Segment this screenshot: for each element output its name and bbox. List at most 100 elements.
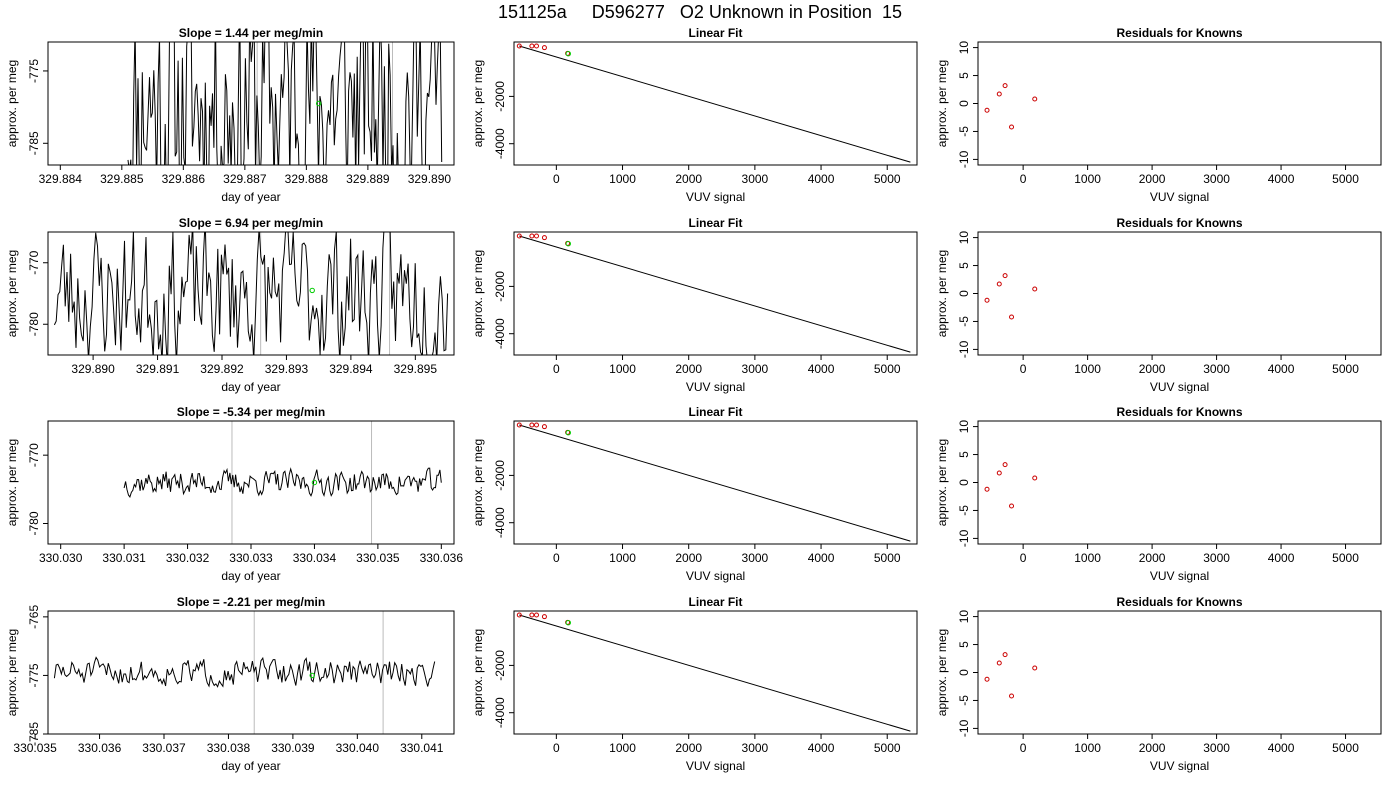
x-tick-label: 329.891	[136, 362, 180, 376]
x-tick-label: 330.036	[78, 741, 122, 755]
x-axis-label: day of year	[221, 759, 280, 773]
y-axis-label: approx. per meg	[935, 250, 949, 337]
panel-title: Slope = -2.21 per meg/min	[177, 595, 325, 609]
y-tick-label: -765	[27, 605, 41, 629]
known-point	[516, 233, 522, 239]
x-axis-label: VUV signal	[686, 380, 745, 394]
x-tick-label: 330.030	[39, 551, 83, 565]
residuals-panel: Residuals for Knowns VUV signal approx. pe…	[935, 26, 1382, 204]
y-tick-label: -780	[27, 511, 41, 535]
x-tick-label: 0	[1020, 741, 1027, 755]
x-tick-label: 2000	[1139, 741, 1166, 755]
x-tick-label: 2000	[1139, 551, 1166, 565]
x-tick-label: 0	[1020, 362, 1027, 376]
unknown-point	[565, 241, 571, 247]
plot-frame	[513, 41, 918, 166]
y-axis-label: approx. per meg	[935, 629, 949, 716]
x-tick-label: 1000	[1074, 741, 1101, 755]
residual-point	[1009, 693, 1015, 699]
x-tick-label: 3000	[742, 741, 769, 755]
x-axis-label: VUV signal	[1150, 759, 1209, 773]
panel-title: Slope = 6.94 per meg/min	[179, 216, 323, 230]
x-tick-label: 4000	[1268, 172, 1295, 186]
y-tick-label: 0	[957, 479, 971, 486]
residual-point	[1032, 96, 1038, 102]
x-tick-label: 0	[553, 172, 560, 186]
panel-title: Residuals for Knowns	[1116, 405, 1242, 419]
x-tick-label: 2000	[675, 741, 702, 755]
x-tick-label: 330.040	[336, 741, 380, 755]
unknown-point	[309, 672, 315, 679]
panel-title: Residuals for Knowns	[1116, 26, 1242, 40]
y-axis-label: approx. per meg	[5, 439, 19, 526]
y-tick-label: -5	[957, 316, 971, 327]
y-tick-label: -5	[957, 695, 971, 706]
panel-title: Residuals for Knowns	[1116, 595, 1242, 609]
known-point	[529, 422, 535, 428]
residual-point	[1032, 665, 1038, 671]
residual-point	[996, 470, 1002, 476]
residual-point	[984, 486, 990, 492]
y-axis-label: approx. per meg	[471, 439, 485, 526]
x-tick-label: 330.039	[271, 741, 315, 755]
residual-point	[1002, 462, 1008, 468]
known-point	[541, 614, 547, 620]
y-axis-label: approx. per meg	[5, 60, 19, 147]
unknown-point	[311, 479, 318, 486]
x-tick-label: 2000	[675, 362, 702, 376]
residual-point	[1032, 475, 1038, 481]
x-tick-label: 0	[1020, 551, 1027, 565]
x-tick-label: 330.036	[420, 551, 464, 565]
residual-point	[996, 91, 1002, 97]
y-tick-label: -775	[27, 663, 41, 687]
y-tick-label: -4000	[493, 128, 507, 159]
x-tick-label: 329.892	[200, 362, 244, 376]
x-tick-label: 1000	[1074, 362, 1101, 376]
x-tick-label: 330.032	[166, 551, 210, 565]
panel-title: Linear Fit	[688, 595, 742, 609]
x-axis-label: day of year	[221, 569, 280, 583]
y-tick-label: -770	[27, 250, 41, 274]
x-tick-label: 330.031	[102, 551, 146, 565]
y-tick-label: -785	[27, 722, 41, 746]
x-tick-label: 329.885	[100, 172, 144, 186]
x-tick-label: 0	[553, 551, 560, 565]
plot-frame	[47, 231, 455, 356]
known-point	[529, 43, 535, 49]
x-tick-label: 2000	[675, 551, 702, 565]
x-tick-label: 1000	[1074, 551, 1101, 565]
fit-line	[519, 424, 911, 542]
y-tick-label: -2000	[493, 650, 507, 681]
x-tick-label: 329.894	[329, 362, 373, 376]
x-tick-label: 1000	[609, 551, 636, 565]
y-axis-label: approx. per meg	[935, 439, 949, 526]
unknown-point	[309, 287, 315, 294]
x-tick-label: 3000	[742, 362, 769, 376]
x-tick-label: 5000	[874, 172, 901, 186]
residuals-panel: Residuals for Knowns VUV signal approx. pe…	[935, 595, 1382, 773]
y-tick-label: -10	[957, 340, 971, 358]
x-tick-label: 329.890	[408, 172, 452, 186]
x-tick-label: 3000	[742, 172, 769, 186]
y-tick-label: 0	[957, 100, 971, 107]
known-point	[516, 612, 522, 618]
residual-point	[1009, 124, 1015, 130]
x-tick-label: 330.034	[293, 551, 337, 565]
y-tick-label: -770	[27, 443, 41, 467]
y-tick-label: 5	[957, 262, 971, 269]
x-tick-label: 0	[553, 362, 560, 376]
x-tick-label: 4000	[808, 172, 835, 186]
x-tick-label: 3000	[742, 551, 769, 565]
panel-title: Linear Fit	[688, 216, 742, 230]
x-axis-label: VUV signal	[1150, 569, 1209, 583]
x-axis-label: VUV signal	[1150, 190, 1209, 204]
fit-line	[519, 614, 911, 732]
x-tick-label: 5000	[1332, 551, 1359, 565]
plot-frame	[977, 420, 1382, 545]
fit-line	[519, 45, 911, 163]
residual-point	[1002, 273, 1008, 279]
x-tick-label: 329.887	[223, 172, 267, 186]
plot-frame	[47, 41, 455, 166]
known-point	[533, 612, 539, 618]
